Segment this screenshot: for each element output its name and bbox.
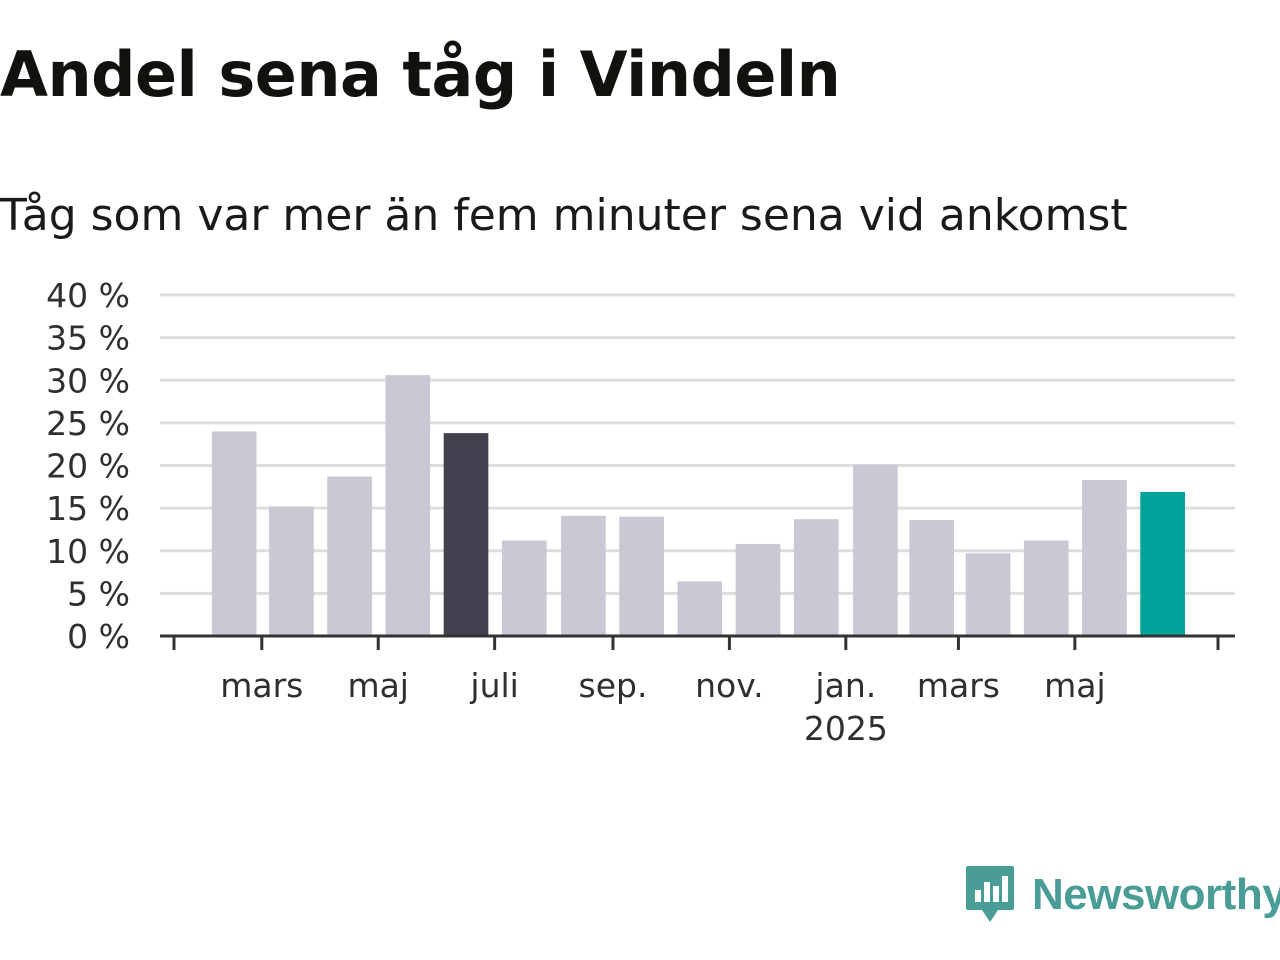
newsworthy-logo: Newsworthy	[964, 864, 1280, 926]
bar-2025-03	[965, 553, 1011, 636]
bar-2024-03	[269, 506, 314, 636]
bar-2024-06	[443, 433, 489, 636]
y-tick-label: 25 %	[46, 404, 130, 443]
x-tick-label: nov.	[695, 666, 764, 705]
bar-2025-02	[909, 520, 955, 636]
bar-2024-10	[677, 581, 723, 636]
brand-name: Newsworthy	[1032, 870, 1280, 919]
bar-chart: 0 %5 %10 %15 %20 %25 %30 %35 %40 % mars m…	[46, 276, 1235, 748]
bar-2025-06	[1140, 491, 1185, 636]
x-axis-ticks: mars maj juli sep. nov. jan. 2025 mars maj	[220, 666, 1105, 748]
bar-2025-01	[853, 464, 898, 636]
chart-title: Andel sena tåg i Vindeln	[0, 38, 841, 111]
x-tick-label: juli	[469, 666, 518, 705]
grid-lines	[160, 293, 1235, 595]
bar-2024-09	[619, 516, 664, 636]
y-tick-label: 20 %	[46, 447, 130, 486]
x-tick-label: jan.	[814, 666, 876, 705]
y-tick-label: 40 %	[46, 276, 130, 315]
bar-2024-12	[793, 519, 839, 636]
y-tick-label: 35 %	[46, 319, 130, 358]
bar-2024-05	[385, 375, 431, 636]
y-tick-label: 0 %	[67, 617, 130, 656]
x-tick-sublabel: 2025	[804, 709, 888, 748]
newsworthy-chart-bubble-icon	[966, 866, 1014, 922]
x-tick-label: maj	[347, 666, 409, 705]
bar-2024-08	[561, 515, 606, 636]
chart-subtitle: Tåg som var mer än fem minuter sena vid …	[0, 190, 1128, 241]
x-axis	[160, 634, 1235, 650]
bar-2024-11	[735, 543, 781, 636]
y-axis-ticks: 0 % 5 %10 % 15 %20 % 25 % 30 %35 % 40 %	[46, 276, 130, 656]
x-tick-label: maj	[1044, 666, 1106, 705]
bar-2024-04	[327, 476, 372, 636]
x-tick-label: mars	[220, 666, 303, 705]
bar-2024-02	[211, 431, 257, 636]
bar-2025-05	[1082, 479, 1127, 636]
y-tick-label: 15 %	[46, 489, 130, 528]
y-tick-label: 30 %	[46, 361, 130, 400]
bars	[211, 375, 1185, 636]
bar-2025-04	[1023, 540, 1069, 636]
x-tick-label: mars	[917, 666, 1000, 705]
bar-2024-07	[501, 540, 547, 636]
y-tick-label: 5 %	[67, 574, 130, 613]
x-tick-label: sep.	[579, 666, 648, 705]
y-tick-label: 10 %	[46, 532, 130, 571]
